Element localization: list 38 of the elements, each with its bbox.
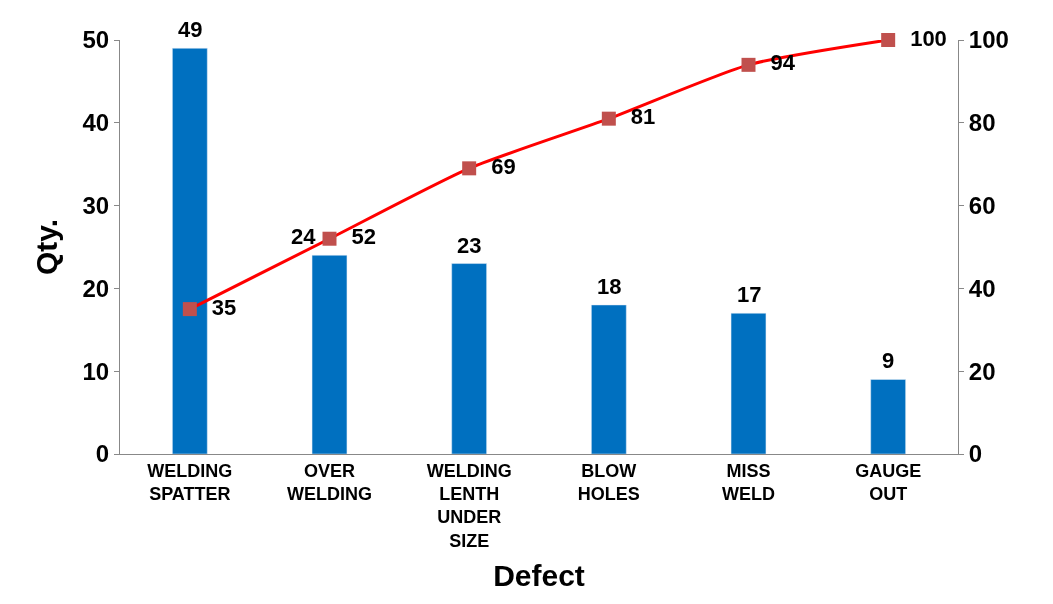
x-tick-label: MISS WELD [722, 460, 775, 504]
y-tick-label: 10 [82, 357, 110, 385]
y2-tick-label: 40 [968, 274, 996, 302]
data-label: 23 [457, 233, 482, 258]
y-tick-label: 0 [95, 440, 110, 468]
data-label: 17 [737, 282, 762, 307]
y2-tick-label: 20 [968, 357, 996, 385]
y-tick-label: 40 [82, 109, 110, 137]
bar [311, 255, 348, 454]
data-label: 52 [351, 224, 376, 250]
y-tick-label: 50 [82, 26, 110, 54]
bar [870, 379, 906, 454]
data-label: 35 [211, 294, 237, 320]
data-label: 9 [882, 348, 895, 373]
bar [591, 304, 627, 454]
y-axis-title: Qty. [30, 218, 64, 276]
bar [172, 48, 208, 454]
x-tick-label: GAUGE OUT [855, 460, 922, 504]
y2-tick-label: 100 [968, 26, 1009, 54]
y2-tick-label: 60 [968, 192, 996, 219]
bar [451, 263, 487, 454]
x-tick-label: WELDING LENTH UNDER SIZE [426, 460, 512, 551]
bar [730, 312, 767, 454]
y-tick-label: 20 [82, 274, 110, 302]
y-tick-label: 30 [82, 192, 110, 219]
x-tick-label: WELDING SPATTER [147, 460, 233, 504]
y2-tick-label: 80 [968, 109, 996, 137]
x-axis-title: Defect [493, 559, 585, 593]
y2-tick-label: 0 [968, 440, 983, 468]
data-label: 100 [910, 25, 947, 51]
data-label: 18 [597, 274, 622, 299]
x-tick-label: OVER WELDING [287, 460, 372, 504]
data-label: 69 [491, 153, 516, 179]
data-label: 24 [291, 224, 317, 249]
x-tick-label: BLOW HOLES [577, 460, 640, 504]
data-label: 94 [770, 50, 796, 76]
data-label: 81 [630, 104, 656, 130]
data-label: 49 [178, 17, 203, 42]
